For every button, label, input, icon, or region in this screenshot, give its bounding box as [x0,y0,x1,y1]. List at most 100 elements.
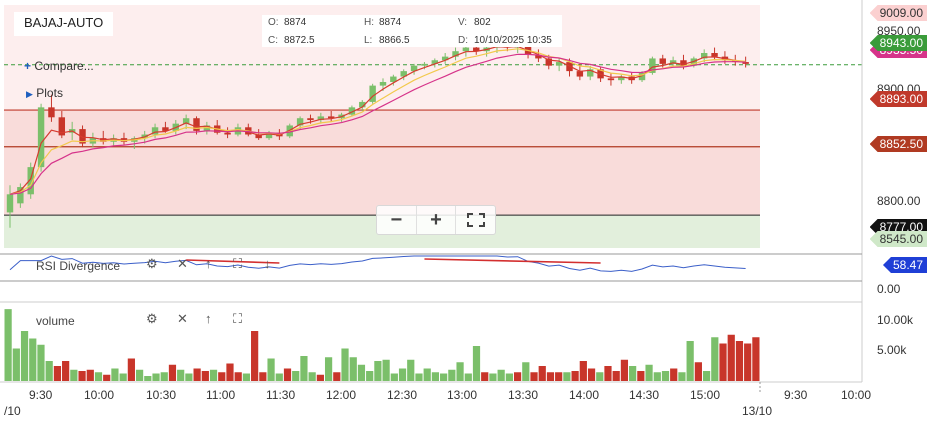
symbol-label[interactable]: BAJAJ-AUTO [14,12,114,36]
volume-bar [629,366,637,381]
candle-body [441,56,449,61]
volume-bar [711,337,719,381]
close-value: 8872.5 [284,35,315,46]
time-axis-label: 9:30 [784,388,808,402]
volume-bar [152,373,160,381]
volume-bar [53,366,62,381]
plots-button[interactable]: ▶ Plots [26,86,63,100]
fullscreen-button[interactable] [456,206,495,234]
volume-bar [612,371,620,381]
zoom-out-button[interactable]: − [377,206,417,234]
volume-bar [571,371,579,381]
close-icon: ✕ [177,256,188,271]
volume-bar [366,371,374,381]
compare-label: Compare... [34,59,94,73]
volume-bar [127,358,135,381]
candle-body [79,129,86,144]
arrow-down-icon: ↓ [264,256,271,271]
volume-bar [579,361,587,381]
candle-body [379,81,387,86]
volume-bar [168,364,177,381]
candle-body [452,51,459,57]
volume-bar [440,373,448,381]
volume-bar [251,331,259,381]
volume-settings-button[interactable]: ⚙ [146,311,158,327]
volume-bar [160,372,168,381]
volume-bar [513,372,522,381]
volume-bar [604,366,612,381]
candle-body [700,53,708,59]
zoom-controls: − + [376,205,496,235]
volume-move-up-button[interactable]: ↑ [205,311,212,326]
rsi-settings-button[interactable]: ⚙ [146,256,158,272]
rsi-move-up-button[interactable]: ↑ [205,256,212,271]
volume-bar [472,346,481,381]
volume-bar [177,369,185,381]
volume-bar [226,363,234,381]
candle-body [17,187,24,204]
volume-axis-label: 10.00k [877,313,914,327]
zoom-in-button[interactable]: + [417,206,457,234]
candle-body [607,78,615,81]
zone-middle [4,110,760,216]
volume-bar [218,372,226,381]
volume-bar [398,368,407,381]
volume-bar [144,376,152,381]
ema-slow-line [9,53,746,195]
candle-body [37,107,45,168]
volume-bar [431,372,440,381]
volume-bar [45,361,53,381]
rsi-divergence-line [424,258,601,264]
volume-close-button[interactable]: ✕ [177,311,188,327]
candle-body [680,60,687,66]
volume-bar [209,369,218,381]
ema-fast-line [9,45,746,195]
time-axis-label: 11:00 [206,388,236,402]
volume-maximize-button[interactable]: ⛶ [233,311,242,327]
candle-body [690,58,698,66]
compare-button[interactable]: + Compare... [24,59,94,73]
minus-icon: − [390,208,403,231]
volume-bar [563,372,571,381]
rsi-close-button[interactable]: ✕ [177,256,188,272]
rsi-maximize-button[interactable]: ⛶ [233,256,242,272]
volume-bar [324,357,333,381]
candle-body [6,194,14,213]
candle-body [255,134,262,139]
volume-bar [481,372,489,381]
price-axis-label: 8800.00 [877,194,921,208]
volume-bar [407,359,415,381]
candle-body [555,62,563,66]
plus-icon: + [430,208,442,231]
price-tag-value: 8545.00 [879,232,923,246]
rsi-value: 58.47 [892,258,923,272]
volume-bar [423,368,431,381]
volume-bar [70,369,78,381]
candle-body [193,118,200,131]
candle-body [151,127,159,135]
volume-bar [637,371,645,381]
candle-body [307,118,314,121]
volume-bar [119,373,127,381]
price-axis-label: 8950.00 [877,24,921,38]
close-icon: ✕ [177,311,188,326]
candle-body [669,60,677,64]
volume-bar [505,373,513,381]
plots-label: Plots [36,86,63,100]
date-key: D: [458,35,468,46]
volume-bar [702,371,711,381]
caret-right-icon: ▶ [26,89,33,99]
volume-bar [111,368,119,381]
volume-bar [645,364,653,381]
arrow-up-icon: ↑ [205,311,212,326]
volume-bar [744,343,752,381]
price-tag-value: 8777.00 [879,220,923,234]
volume-bar [538,366,546,381]
volume-bar [530,372,538,381]
time-axis-label: 13:00 [447,388,478,402]
rsi-move-down-button[interactable]: ↓ [264,256,271,271]
candle-body [649,58,656,73]
volume-bar [242,373,251,381]
open-value: 8874 [284,17,307,28]
candle-body [421,63,428,66]
